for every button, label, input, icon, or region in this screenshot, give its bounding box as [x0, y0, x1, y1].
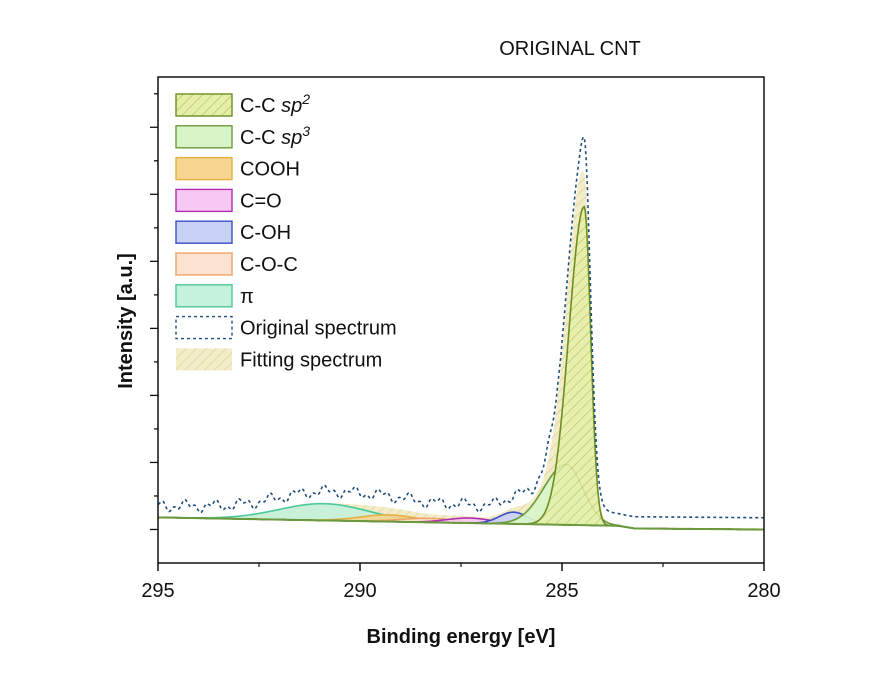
legend-swatch-coc [175, 252, 233, 276]
peak-co-area [158, 517, 764, 530]
legend-swatch-fit [176, 348, 232, 371]
chart-title: ORIGINAL CNT [499, 38, 641, 60]
original-spectrum-line [157, 135, 765, 519]
legend-entry-coh: C-OH [175, 220, 291, 244]
legend-entry-fit: Fitting spectrum [176, 348, 382, 371]
x-axis-title: Binding energy [eV] [367, 626, 556, 648]
legend-label-fit: Fitting spectrum [240, 349, 382, 371]
legend-entry-pi: π [175, 284, 254, 308]
axes: 295 290 285 280 [141, 76, 781, 602]
legend-label-pi: π [240, 286, 254, 308]
legend-swatch-co [175, 188, 233, 213]
legend-swatch-sp2 [175, 93, 233, 117]
legend-swatch-pi [175, 284, 233, 308]
x-tick-label: 295 [141, 580, 174, 602]
legend: C-C sp2 C-C sp3 COOH C=O C-OH C-O-C π Original … [175, 91, 397, 371]
legend-swatch-original [175, 315, 233, 340]
legend-entry-cooh: COOH [175, 156, 300, 181]
legend-label-coh: C-OH [240, 222, 291, 244]
x-tick-label: 290 [343, 580, 376, 602]
legend-label-coc: C-O-C [240, 254, 298, 276]
plot-area [157, 135, 765, 531]
legend-swatch-sp3 [175, 125, 233, 149]
legend-label-cooh: COOH [240, 159, 300, 181]
legend-entry-original: Original spectrum [175, 315, 397, 340]
x-tick-label: 280 [747, 580, 780, 602]
background-line [157, 516, 765, 531]
legend-label-sp2: C-C sp2 [240, 91, 310, 117]
legend-swatch-cooh [175, 156, 233, 181]
legend-label-sp3: C-C sp3 [240, 123, 310, 149]
legend-swatch-coh [175, 220, 233, 244]
x-tick-label: 285 [545, 580, 578, 602]
legend-entry-sp2: C-C sp2 [175, 91, 310, 117]
y-axis-title: Intensity [a.u.] [115, 253, 137, 389]
legend-label-original: Original spectrum [240, 318, 397, 340]
peak-pi-area [158, 503, 764, 530]
legend-entry-coc: C-O-C [175, 252, 298, 276]
legend-entry-co: C=O [175, 188, 282, 213]
legend-label-co: C=O [240, 190, 282, 212]
legend-entry-sp3: C-C sp3 [175, 123, 310, 149]
